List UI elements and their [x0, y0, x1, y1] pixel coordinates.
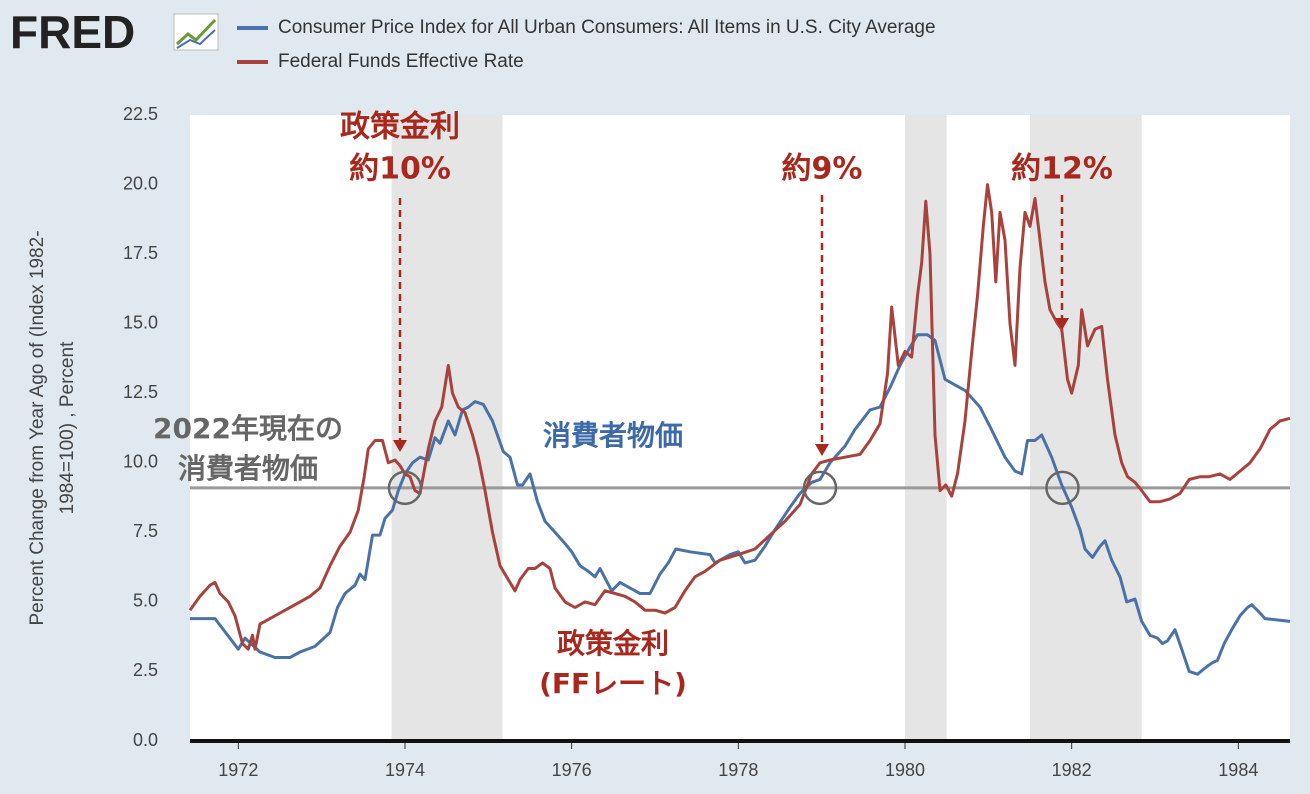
arrow-head [393, 440, 407, 452]
x-tick-label: 1978 [718, 760, 758, 780]
annotation: 2022年現在の [153, 412, 343, 445]
series-line [188, 183, 1291, 651]
y-tick-label: 15.0 [123, 312, 158, 332]
arrow-head [1055, 318, 1069, 330]
annotation: 約10% [349, 152, 451, 187]
x-tick-label: 1974 [385, 760, 425, 780]
logo-box [173, 13, 219, 51]
highlight-circle [1045, 470, 1080, 506]
annotation: 政策金利 [557, 627, 669, 660]
highlight-circle [387, 470, 423, 506]
y-tick-label: 2.5 [133, 660, 158, 680]
x-tick-label: 1984 [1218, 760, 1258, 780]
x-tick-label: 1980 [885, 760, 925, 780]
logo-line [176, 29, 216, 49]
x-tick-label: 1982 [1052, 760, 1092, 780]
logo-icon [173, 13, 219, 51]
legend-label: Consumer Price Index for All Urban Consu… [278, 17, 936, 38]
y-tick-label: 20.0 [123, 173, 158, 193]
y-tick-label: 10.0 [123, 452, 158, 472]
x-tick-label: 1972 [218, 760, 258, 780]
annotation: (FFレート) [539, 667, 687, 700]
annotation: 政策金利 [340, 110, 460, 145]
legend-label: Federal Funds Effective Rate [278, 51, 524, 72]
y-tick-label: 0.0 [133, 730, 158, 750]
highlight-circle [802, 470, 838, 506]
recession-band [1030, 115, 1142, 741]
logo-line [175, 18, 217, 46]
annotation: 消費者物価 [178, 452, 318, 485]
y-tick-label: 7.5 [133, 521, 158, 541]
x-tick-label: 1976 [552, 760, 592, 780]
y-tick-label: 22.5 [123, 104, 158, 124]
arrow-head [815, 444, 829, 456]
y-axis-label: Percent Change from Year Ago of (Index 1… [27, 230, 78, 625]
y-tick-label: 5.0 [133, 591, 158, 611]
logo: FRED [10, 6, 135, 58]
annotation: 消費者物価 [543, 419, 683, 452]
annotation: 約9% [782, 152, 863, 187]
y-axis-label-line: Percent Change from Year Ago of (Index 1… [27, 230, 48, 625]
annotation: 約12% [1011, 152, 1113, 187]
y-axis-label-line: 1984=100) , Percent [57, 341, 78, 514]
y-tick-label: 17.5 [123, 243, 158, 263]
y-tick-label: 12.5 [123, 382, 158, 402]
